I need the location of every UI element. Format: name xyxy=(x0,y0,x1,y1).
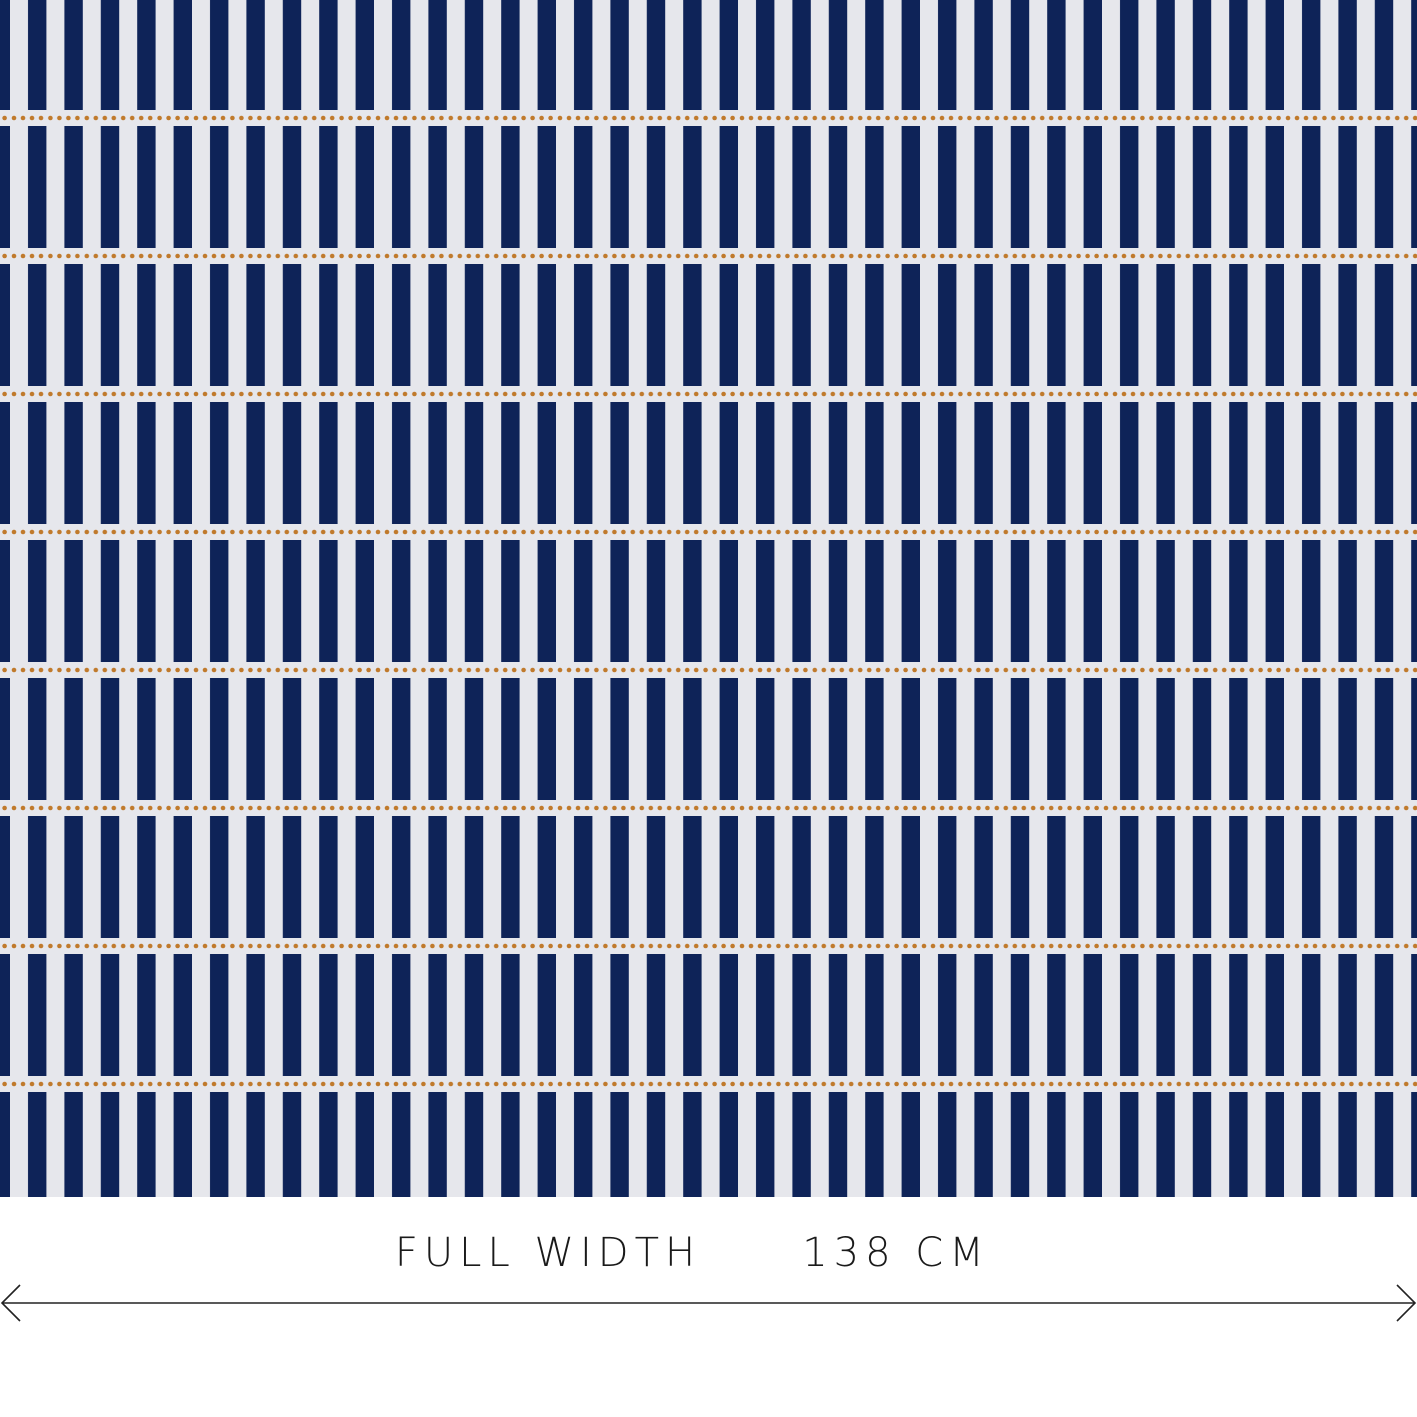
width-arrow xyxy=(0,1284,1417,1322)
fabric-pattern xyxy=(0,0,1417,1197)
width-measurement: 138 CM xyxy=(802,1230,990,1276)
width-label: FULL WIDTH xyxy=(395,1230,701,1276)
